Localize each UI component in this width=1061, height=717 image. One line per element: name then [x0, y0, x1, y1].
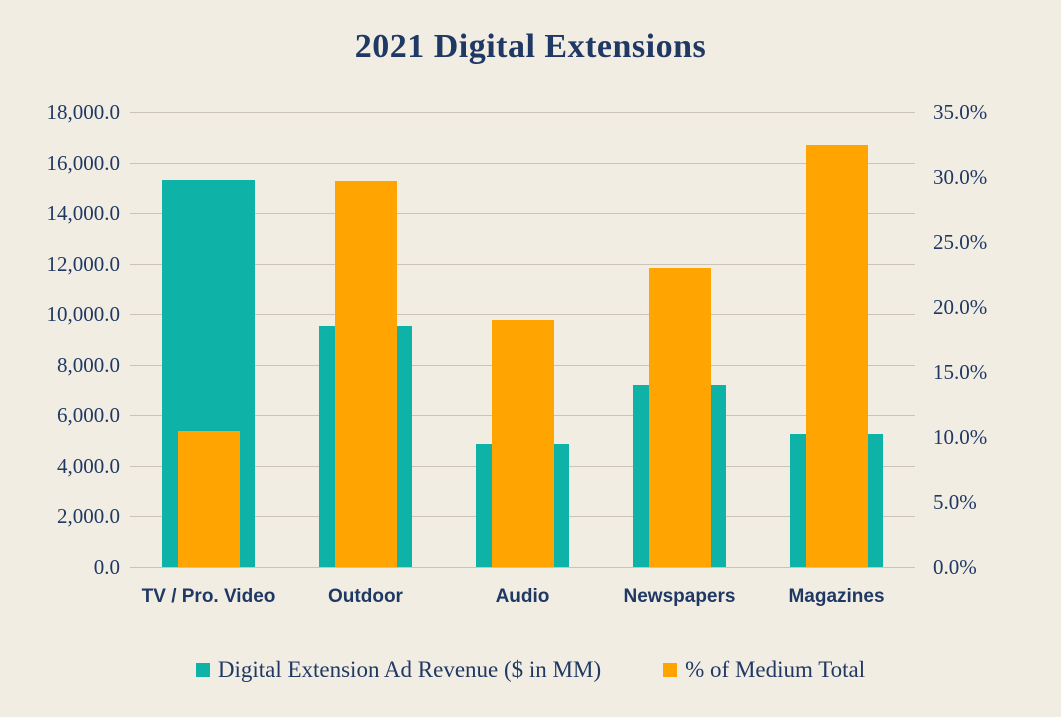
chart-title: 2021 Digital Extensions [354, 28, 707, 65]
y-axis-right-label: 0.0% [933, 555, 977, 579]
legend-label: Digital Extension Ad Revenue ($ in MM) [217, 657, 602, 682]
gridline [130, 162, 915, 164]
legend-item: % of Medium Total [663, 657, 865, 683]
y-axis-left-label: 6,000.0 [57, 403, 120, 428]
bar-percent [805, 144, 868, 567]
y-axis-left: 0.0 2,000.0 4,000.0 6,000.0 8,000.0 10,000.0 1… [8, 101, 121, 578]
legend: Digital Extension Ad Revenue ($ in MM) % … [0, 657, 1061, 683]
legend-swatch-icon [663, 663, 678, 677]
gridline [130, 314, 915, 316]
y-axis-right-label: 20.0% [933, 295, 988, 319]
x-axis-label: Audio [495, 586, 550, 607]
bar-percent [334, 180, 397, 567]
y-axis-left-label: 2,000.0 [57, 504, 120, 529]
y-axis-left-label: 8,000.0 [57, 352, 120, 377]
y-axis-left-label: 12,000.0 [46, 251, 121, 276]
x-axis-label: TV / Pro. Video [141, 586, 276, 607]
y-axis-right-label: 10.0% [933, 425, 988, 449]
gridline [130, 263, 915, 265]
y-axis-right-label: 35.0% [933, 100, 988, 124]
plot-area [130, 112, 915, 568]
y-axis-left-label: 18,000.0 [46, 100, 121, 124]
legend-swatch-icon [195, 663, 210, 677]
y-axis-left-label: 4,000.0 [57, 453, 120, 478]
y-axis-left-label: 0.0 [93, 555, 120, 579]
x-axis-label: Outdoor [328, 586, 403, 607]
y-axis-left-label: 10,000.0 [46, 302, 121, 327]
y-axis-right-label: 15.0% [933, 360, 988, 384]
gridline [130, 112, 915, 113]
y-axis-right-label: 5.0% [933, 490, 977, 514]
gridline [130, 567, 915, 568]
x-axis: TV / Pro. Video Outdoor Audio Newspapers Mag… [130, 586, 915, 616]
legend-item: Digital Extension Ad Revenue ($ in MM) [195, 657, 602, 683]
x-axis-label: Magazines [788, 586, 885, 607]
bar-percent [648, 268, 711, 567]
bar-percent [491, 320, 554, 567]
y-axis-left-label: 16,000.0 [46, 150, 121, 175]
bar-percent [177, 430, 240, 567]
gridline [130, 213, 915, 215]
y-axis-right: 0.0% 5.0% 10.0% 15.0% 20.0% 25.0% 30.0% 35.0% [933, 101, 1053, 578]
y-axis-left-label: 14,000.0 [46, 201, 121, 226]
legend-label: % of Medium Total [685, 657, 866, 682]
y-axis-right-label: 30.0% [933, 165, 988, 189]
x-axis-label: Newspapers [623, 586, 736, 607]
y-axis-right-label: 25.0% [933, 230, 988, 254]
